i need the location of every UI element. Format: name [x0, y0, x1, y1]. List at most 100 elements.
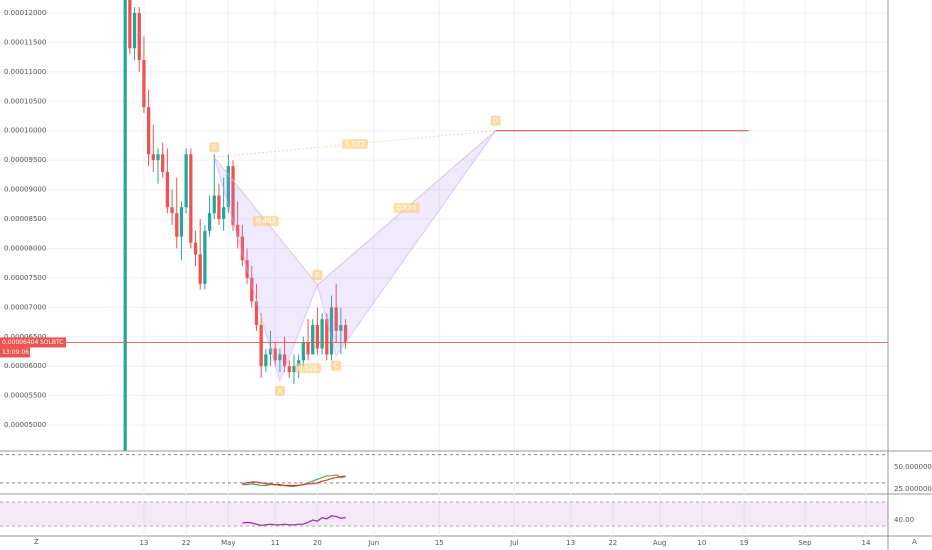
y-tick-label: 0.00010500	[4, 97, 46, 105]
main-pane: 0.463 1.577 0.884 0.626 X A B C D	[0, 0, 888, 451]
band	[0, 502, 888, 527]
candle-body	[226, 166, 230, 208]
candle-body	[142, 60, 146, 108]
candle-body	[292, 366, 296, 373]
candle-body	[193, 242, 198, 255]
y-tick-label: 0.00009000	[4, 186, 46, 194]
candle-body	[132, 12, 137, 49]
candle-body	[306, 342, 310, 355]
candle-body	[301, 342, 305, 361]
candle-body	[343, 325, 348, 343]
point-label: C	[334, 362, 339, 370]
point-label: X	[212, 143, 217, 151]
candle-body	[278, 354, 282, 361]
x-tick-label: 22	[182, 539, 191, 547]
candle-body	[137, 12, 141, 61]
indicator-line	[242, 474, 346, 487]
x-tick-label: 13	[139, 539, 148, 547]
ratio-label: 1.577	[345, 140, 365, 148]
point-box	[274, 385, 285, 396]
candle-body	[184, 154, 188, 208]
candle-body	[212, 195, 216, 214]
point-box	[490, 115, 501, 126]
y-tick-label: 0.00010000	[4, 127, 46, 135]
indicator-tick-label: 40.00	[894, 516, 914, 524]
x-tick-label: 22	[608, 539, 617, 547]
countdown-box	[0, 347, 30, 358]
candle-body	[297, 360, 301, 367]
y-tick-label: 0.00011000	[4, 68, 46, 76]
y-tick-label: 0.00012000	[4, 9, 46, 17]
x-tick-label: 14	[862, 539, 871, 547]
candle-body	[250, 277, 254, 302]
indicator-tick-label: 25.00000000	[894, 485, 932, 493]
point-label: D	[493, 117, 498, 125]
x-tick-label: Jun	[367, 539, 379, 547]
candle-body	[198, 254, 202, 284]
x-tick-label: 19	[740, 539, 749, 547]
candle-body	[325, 319, 329, 355]
ratio-box	[341, 138, 368, 149]
x-tick-label: Sep	[798, 539, 812, 547]
ratio-box	[252, 216, 279, 227]
last-price-label: 0.00006404	[2, 339, 38, 346]
candle-body	[320, 319, 324, 349]
ratio-label: 0.626	[298, 364, 319, 372]
ratio-label: 0.463	[256, 217, 276, 225]
candle-body	[315, 325, 320, 349]
x-tick-label: 13	[566, 539, 575, 547]
candle-body	[123, 0, 127, 451]
candle-body	[236, 224, 240, 237]
x-tick-label: 15	[435, 539, 444, 547]
point-box	[312, 269, 323, 280]
y-tick-label: 0.00008500	[4, 215, 46, 223]
x-tick-label: May	[221, 539, 235, 547]
candle-body	[175, 213, 179, 237]
y-tick-label: 0.00007500	[4, 274, 46, 282]
candle-body	[156, 154, 160, 161]
x-tick-label: 20	[313, 539, 322, 547]
candle-body	[189, 154, 193, 243]
y-tick-label: 0.00008000	[4, 244, 46, 252]
candle-body	[222, 207, 226, 220]
point-box	[331, 360, 342, 371]
candle-body	[179, 207, 184, 237]
indicator-tick-label: 50.00000000	[894, 463, 932, 471]
candle-body	[240, 236, 245, 261]
candle-body	[217, 195, 221, 220]
countdown-label: 13:09:06	[2, 349, 29, 356]
y-tick-label: 0.00005500	[4, 392, 46, 400]
y-tick-label: 0.00006500	[4, 333, 46, 341]
candle-body	[231, 166, 235, 225]
candle-body	[259, 325, 263, 367]
candle-body	[146, 107, 151, 155]
y-tick-label: 0.00005000	[4, 421, 46, 429]
y-tick-label: 0.00009500	[4, 156, 46, 164]
candle-body	[151, 154, 155, 161]
x-tick-label: Jul	[509, 539, 519, 547]
x-tick-label: 10	[697, 539, 706, 547]
candle-body	[203, 230, 207, 284]
ratio-label: 0.884	[396, 204, 417, 212]
y-tick-label: 0.00006000	[4, 362, 46, 370]
candle-body	[334, 307, 338, 331]
candle-body	[128, 0, 132, 49]
candle-body	[165, 171, 170, 208]
candle-body	[329, 307, 334, 355]
candle-body	[161, 154, 165, 172]
y-tick-label: 0.00011500	[4, 38, 46, 46]
ratio-box	[393, 202, 420, 213]
corner-left[interactable]: Z	[34, 538, 39, 546]
indicator-line	[242, 515, 346, 527]
candle-body	[268, 348, 273, 355]
candle-body	[311, 325, 315, 355]
x-tick-label: 11	[271, 539, 280, 547]
candle-body	[207, 213, 212, 231]
corner-right[interactable]: A	[912, 538, 917, 546]
candle-body	[287, 366, 291, 373]
candle-body	[339, 325, 343, 331]
candle-body	[282, 354, 287, 367]
candle-body	[273, 348, 277, 361]
y-tick-label: 0.00007000	[4, 303, 46, 311]
